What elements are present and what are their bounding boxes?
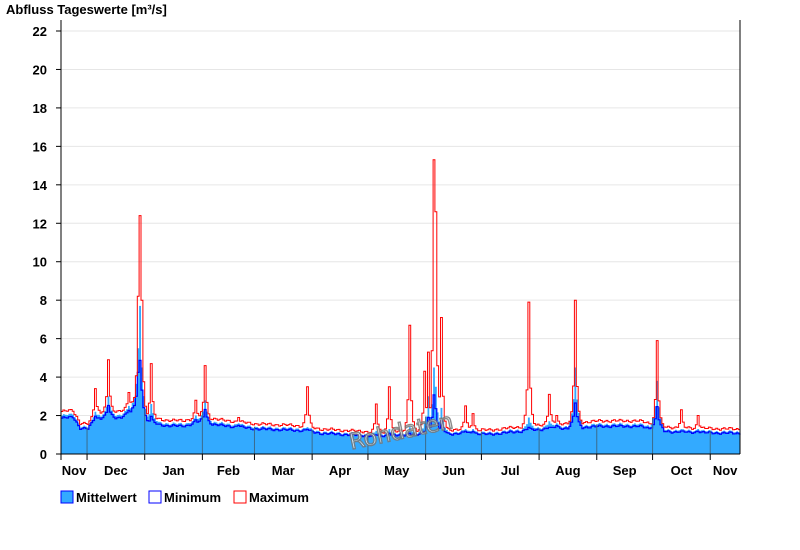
legend-label-max: Maximum bbox=[249, 490, 309, 505]
y-tick-label: 6 bbox=[40, 332, 47, 347]
y-tick-label: 18 bbox=[33, 101, 47, 116]
x-tick-label: Jan bbox=[162, 463, 184, 478]
legend-swatch-max bbox=[233, 490, 247, 504]
y-tick-label: 0 bbox=[40, 447, 47, 462]
y-tick-label: 10 bbox=[33, 255, 47, 270]
x-tick-label: Jul bbox=[501, 463, 520, 478]
x-tick-label: Feb bbox=[217, 463, 240, 478]
legend-label-mean: Mittelwert bbox=[76, 490, 137, 505]
x-tick-label: May bbox=[384, 463, 410, 478]
x-tick-label: Dec bbox=[104, 463, 128, 478]
y-tick-label: 12 bbox=[33, 216, 47, 231]
y-tick-label: 20 bbox=[33, 62, 47, 77]
x-tick-label: Oct bbox=[671, 463, 693, 478]
chart-title: Abfluss Tageswerte [m³/s] bbox=[6, 2, 167, 17]
legend-swatch-min bbox=[148, 490, 162, 504]
y-tick-label: 8 bbox=[40, 293, 47, 308]
x-tick-label: Sep bbox=[613, 463, 637, 478]
x-tick-label: Apr bbox=[329, 463, 351, 478]
max-line bbox=[61, 159, 741, 434]
y-tick-label: 16 bbox=[33, 139, 47, 154]
legend-swatch-mean bbox=[60, 490, 74, 504]
y-tick-label: 14 bbox=[33, 178, 48, 193]
legend-label-min: Minimum bbox=[164, 490, 221, 505]
min-line bbox=[61, 359, 741, 438]
x-tick-label: Jun bbox=[442, 463, 465, 478]
legend: Mittelwert Minimum Maximum bbox=[60, 490, 309, 505]
x-tick-label: Aug bbox=[555, 463, 580, 478]
mean-area bbox=[61, 305, 740, 454]
y-tick-label: 2 bbox=[40, 409, 47, 424]
x-tick-label: Mar bbox=[272, 463, 295, 478]
y-tick-label: 4 bbox=[40, 370, 48, 385]
y-tick-label: 22 bbox=[33, 24, 47, 39]
x-tick-label: Nov bbox=[62, 463, 87, 478]
x-tick-label: Nov bbox=[713, 463, 738, 478]
